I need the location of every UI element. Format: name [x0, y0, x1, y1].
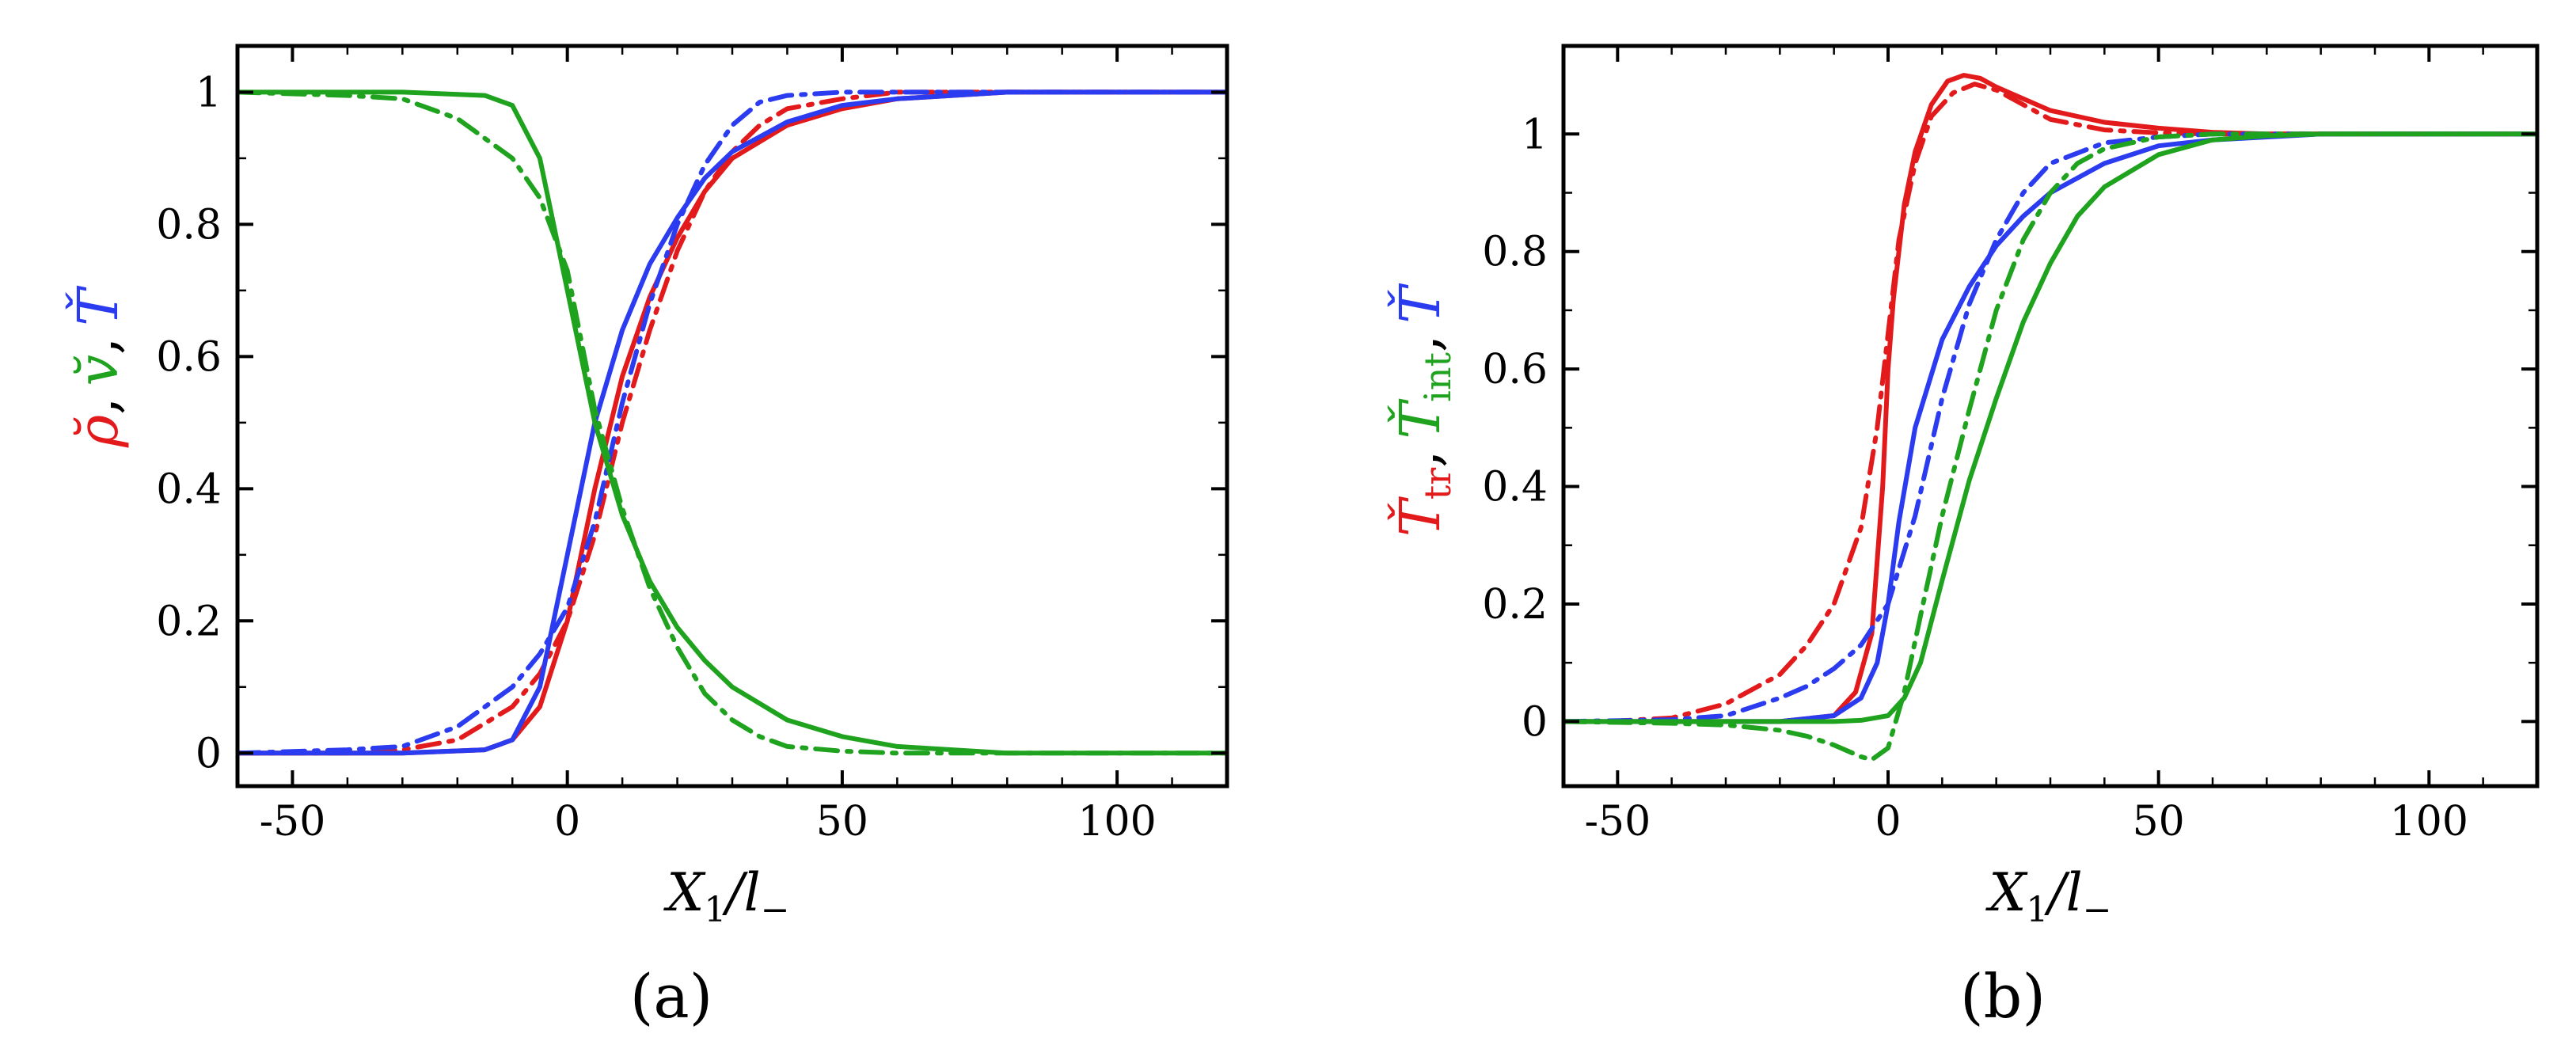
series-a-green-solid	[237, 89, 1227, 756]
y-axis-label-a: ρ̆,v̆,Ť	[66, 286, 131, 448]
series-a-red-solid	[237, 89, 1227, 756]
x-tick-label: 0	[1875, 798, 1901, 846]
y-label-rho: ρ̆	[66, 415, 131, 448]
y-label-T-int: Ťint	[1388, 352, 1459, 439]
y-tick-label: 0.6	[156, 333, 222, 381]
ticks-b	[1562, 46, 2539, 786]
y-label-T: Ť	[66, 286, 131, 326]
x-tick-label: 0	[554, 798, 580, 846]
series-a-blue-dashdot	[237, 89, 1227, 756]
series-b-green-dashdot	[1563, 131, 2537, 762]
series-a-blue-solid	[237, 89, 1227, 756]
y-tick-label: 0	[1522, 698, 1548, 746]
y-tick-label: 0.4	[1482, 464, 1548, 511]
tick-labels-a: -50 0 50 100 0 0.2 0.4 0.6 0.8 1	[156, 69, 1156, 846]
y-tick-label: 1	[196, 69, 222, 116]
plot-area-b	[1563, 73, 2537, 762]
x-tick-label: 50	[816, 798, 868, 846]
series-a-green-dashdot	[237, 89, 1227, 756]
panel-b: -50 0 50 100 0 0.2 0.4 0.6 0.8 1 X1/l− Ťtr,Ťint,Ť…	[1388, 44, 2540, 1032]
panel-label-b: (b)	[1960, 961, 2046, 1032]
y-tick-label: 0.2	[156, 598, 222, 645]
panel-a: -50 0 50 100 0 0.2 0.4 0.6 0.8 1 X1/l− ρ̆,v̆,Ť (a…	[66, 44, 1229, 1032]
panel-label-a: (a)	[630, 961, 713, 1032]
y-tick-label: 0.4	[156, 466, 222, 513]
y-tick-label: 0.8	[1482, 229, 1548, 276]
y-axis-label-b: Ťtr,Ťint,Ť	[1388, 283, 1459, 537]
plot-frame-b	[1561, 44, 2540, 788]
series-b-blue-dashdot	[1563, 131, 2537, 724]
y-tick-label: 0.2	[1482, 581, 1548, 629]
y-label-v: v̆	[66, 355, 131, 386]
x-tick-label: 100	[2390, 798, 2468, 846]
x-tick-label: 50	[2133, 798, 2185, 846]
ticks-a	[236, 46, 1229, 786]
x-axis-label-a: X1/l−	[663, 862, 789, 930]
series-a-red-dashdot	[237, 89, 1227, 756]
y-label-T-tr: Ťtr	[1388, 468, 1459, 537]
series-b-blue-solid	[1563, 131, 2537, 724]
y-tick-label: 0.8	[156, 201, 222, 249]
y-tick-label: 0.6	[1482, 346, 1548, 393]
y-label-T-total: Ť	[1388, 283, 1453, 324]
series-b-red-solid	[1563, 73, 2537, 724]
y-tick-label: 0	[196, 730, 222, 777]
plot-area-a	[237, 89, 1227, 756]
series-b-green-solid	[1563, 131, 2537, 724]
x-tick-label: -50	[1584, 798, 1651, 846]
x-axis-label-b: X1/l−	[1985, 862, 2111, 930]
tick-labels-b: -50 0 50 100 0 0.2 0.4 0.6 0.8 1	[1482, 111, 2468, 846]
x-tick-label: 100	[1077, 798, 1156, 846]
x-tick-label: -50	[260, 798, 326, 846]
y-tick-label: 1	[1522, 111, 1548, 158]
series-b-red-dashdot	[1563, 82, 2537, 724]
